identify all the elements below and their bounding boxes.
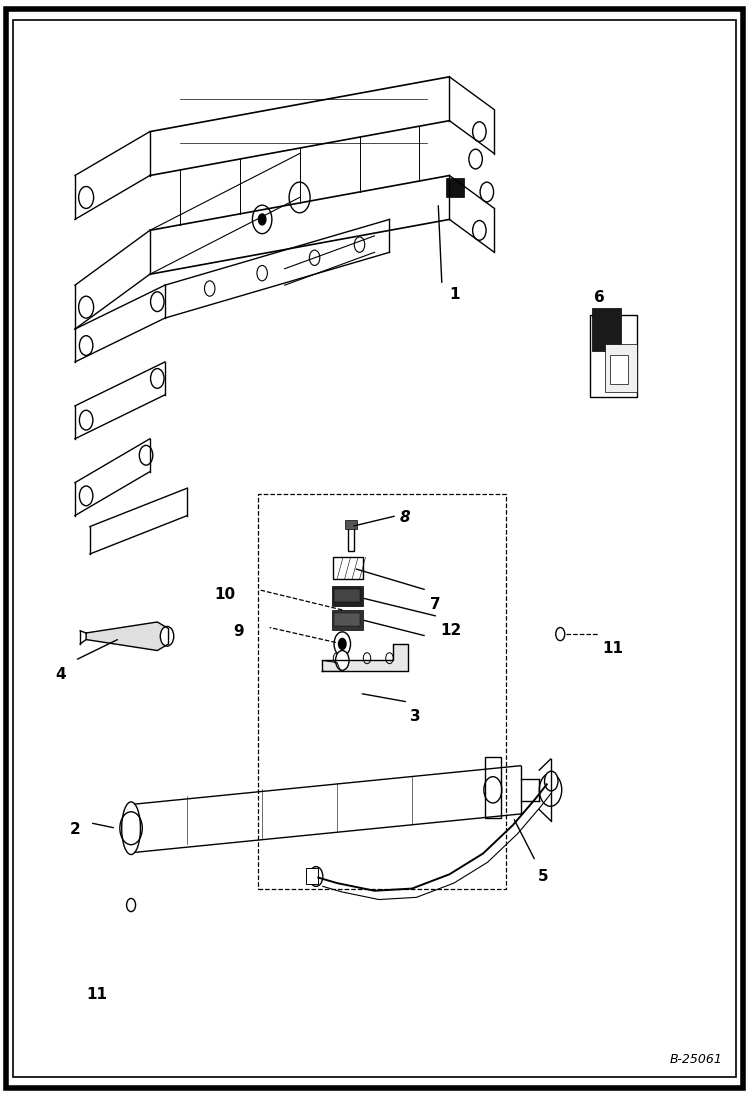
Text: 12: 12 [440, 623, 461, 638]
Bar [345, 520, 357, 529]
Text: B-25061: B-25061 [670, 1053, 723, 1066]
Text: 4: 4 [55, 667, 66, 682]
Text: 1: 1 [449, 287, 460, 303]
Circle shape [127, 898, 136, 912]
Text: 2: 2 [70, 822, 81, 837]
Circle shape [339, 638, 346, 649]
Bar [306, 868, 318, 884]
Bar [258, 494, 506, 889]
Text: 8: 8 [400, 510, 410, 525]
Text: 5: 5 [538, 869, 548, 884]
Bar [446, 178, 464, 197]
Bar [334, 613, 360, 626]
Bar [332, 586, 363, 606]
Circle shape [334, 632, 351, 656]
Text: 9: 9 [233, 624, 243, 640]
Text: 3: 3 [410, 709, 421, 724]
Circle shape [556, 627, 565, 641]
Text: 11: 11 [86, 987, 107, 1003]
Bar [610, 355, 628, 384]
Circle shape [258, 214, 266, 225]
Circle shape [545, 771, 558, 791]
Bar [332, 610, 363, 630]
Polygon shape [322, 644, 408, 671]
Bar [592, 308, 621, 351]
Bar [590, 315, 637, 397]
Text: 10: 10 [215, 587, 236, 602]
Bar [333, 557, 363, 579]
Text: 6: 6 [594, 290, 604, 305]
Circle shape [160, 626, 174, 646]
Text: 11: 11 [602, 641, 623, 656]
Ellipse shape [122, 802, 141, 855]
Circle shape [309, 867, 323, 886]
Bar [348, 523, 354, 551]
Bar [605, 344, 637, 392]
Bar [485, 757, 501, 818]
Text: 7: 7 [430, 597, 440, 612]
Polygon shape [86, 622, 169, 651]
Bar [334, 589, 360, 602]
Circle shape [336, 651, 349, 670]
